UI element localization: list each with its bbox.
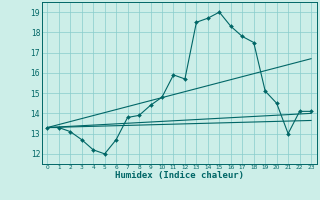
X-axis label: Humidex (Indice chaleur): Humidex (Indice chaleur) bbox=[115, 171, 244, 180]
